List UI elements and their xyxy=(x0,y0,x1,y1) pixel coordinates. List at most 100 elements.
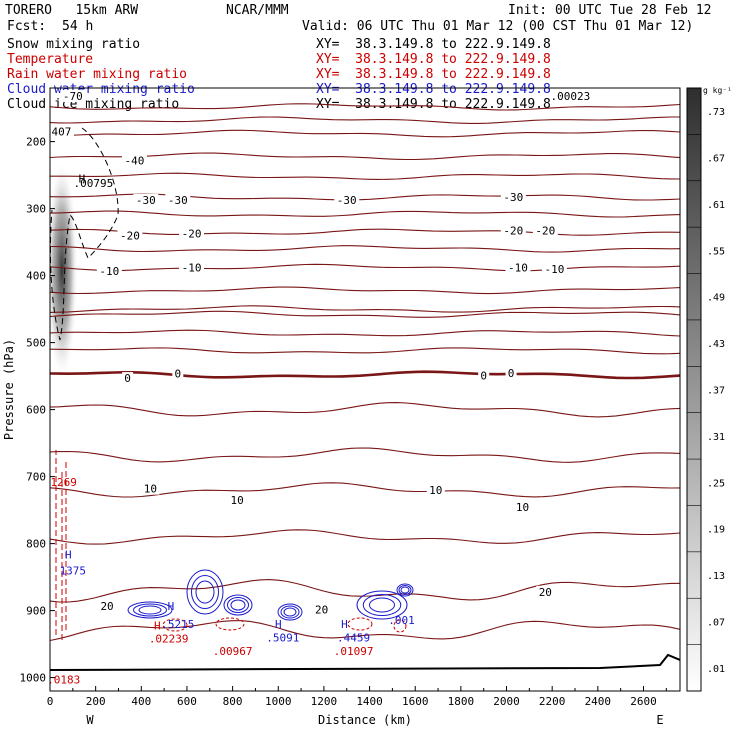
cloud-water-contour xyxy=(186,569,224,615)
label-backdrop xyxy=(426,484,445,496)
contour-label: -30 xyxy=(337,194,357,207)
cloud-water-contour xyxy=(223,594,253,616)
colorbar-label: .13 xyxy=(707,571,725,582)
colorbar-label: .49 xyxy=(707,293,725,304)
label-backdrop xyxy=(117,229,143,242)
cloud-water-contour xyxy=(362,594,402,616)
cloud-water-contour xyxy=(195,580,215,604)
field-xy-range: XY= 38.3.149.8 to 222.9.149.8 xyxy=(316,37,551,52)
x-tick-label: 1400 xyxy=(356,695,383,708)
label-backdrop xyxy=(500,191,526,204)
isotherm-line xyxy=(50,310,680,318)
label-backdrop xyxy=(513,500,532,513)
label-backdrop xyxy=(172,367,184,380)
contour-label: 10 xyxy=(144,483,157,496)
field-name: Temperature xyxy=(7,52,94,67)
label-backdrop xyxy=(98,599,117,612)
valid-time: Valid: 06 UTC Thu 01 Mar 12 (00 CST Thu … xyxy=(302,19,694,34)
field-xy-range: XY= 38.3.149.8 to 222.9.149.8 xyxy=(316,97,551,112)
cloud-water-contour xyxy=(356,590,408,620)
colorbar-label: .73 xyxy=(707,107,725,118)
rain-contour xyxy=(347,617,373,631)
contour-label: -30 xyxy=(503,191,523,204)
cloud-water-contour xyxy=(280,605,300,619)
colorbar-label: .67 xyxy=(707,154,725,165)
isotherm-line xyxy=(50,529,680,545)
contour-label: -20 xyxy=(503,225,523,238)
contour-label: 20 xyxy=(100,600,113,613)
label-backdrop xyxy=(478,369,490,382)
label-backdrop xyxy=(312,603,331,616)
contour-label: .01097 xyxy=(334,645,374,658)
contour-label: -70 xyxy=(63,90,83,103)
colorbar-label: .37 xyxy=(707,386,725,397)
contour-label: .00967 xyxy=(213,645,253,658)
contour-label: H xyxy=(65,548,72,561)
cloud-water-contour xyxy=(277,603,303,621)
contour-label: -20 xyxy=(535,225,555,238)
isotherm-line xyxy=(50,152,680,161)
label-backdrop xyxy=(532,224,558,237)
isotherm-line xyxy=(50,210,680,218)
isotherm-line xyxy=(50,305,680,313)
cloud-water-contour xyxy=(398,585,412,595)
isotherm-line xyxy=(50,263,680,272)
y-tick-label: 200 xyxy=(26,136,46,149)
contour-label: 1269 xyxy=(50,476,77,489)
isotherm-line xyxy=(50,482,680,498)
rain-contour xyxy=(162,618,188,632)
colorbar-unit: g kg⁻¹ xyxy=(703,86,732,95)
colorbar xyxy=(686,87,702,692)
contour-label: -10 xyxy=(182,262,202,275)
contour-label: -20 xyxy=(182,227,202,240)
label-backdrop xyxy=(48,125,74,138)
snow-contour xyxy=(50,127,119,341)
isotherm-line xyxy=(50,286,680,295)
contour-label: 407 xyxy=(51,126,71,139)
cloud-water-contour xyxy=(283,607,297,617)
cloud-water-contour xyxy=(191,575,219,609)
init-time: Init: 00 UTC Tue 28 Feb 12 xyxy=(508,3,712,18)
forecast-value: 54 h xyxy=(62,19,94,34)
x-tick-label: 600 xyxy=(177,695,197,708)
x-tick-label: 0 xyxy=(47,695,54,708)
label-backdrop xyxy=(133,193,159,206)
contour-label: .00795 xyxy=(73,177,113,190)
y-tick-label: 300 xyxy=(26,203,46,216)
forecast-label: Fcst: xyxy=(7,19,47,34)
x-tick-label: 2200 xyxy=(539,695,566,708)
y-axis-label: Pressure (hPa) xyxy=(2,339,16,440)
colorbar-label: .25 xyxy=(707,478,725,489)
terrain-line xyxy=(50,653,680,671)
isotherm-line xyxy=(50,620,680,642)
x-tick-label: 1200 xyxy=(311,695,338,708)
contour-label: 10 xyxy=(231,494,244,507)
cloud-water-contour xyxy=(138,605,162,615)
y-tick-label: 400 xyxy=(26,270,46,283)
label-backdrop xyxy=(122,372,134,385)
contour-label: -20 xyxy=(120,229,140,242)
contour-label: 0 xyxy=(175,367,182,380)
label-backdrop xyxy=(334,193,360,206)
x-tick-label: 2000 xyxy=(493,695,520,708)
contour-label: H xyxy=(168,600,175,613)
field-xy-range: XY= 38.3.149.8 to 222.9.149.8 xyxy=(316,82,551,97)
contour-label: -10 xyxy=(545,263,565,276)
contour-label: 0 xyxy=(124,372,131,385)
contour-label: .001 xyxy=(388,614,415,627)
model-title: TORERO 15km ARW xyxy=(5,3,139,18)
colorbar-label: .19 xyxy=(707,525,725,536)
x-tick-label: 2400 xyxy=(585,695,612,708)
label-backdrop xyxy=(505,261,531,274)
contour-label: .00023 xyxy=(551,90,591,103)
label-backdrop xyxy=(179,261,205,274)
isotherm-line xyxy=(50,402,680,418)
isotherm-line xyxy=(50,103,680,111)
contour-label: 1375 xyxy=(60,564,87,577)
cloud-water-contour xyxy=(227,597,249,613)
contour-label: .4459 xyxy=(337,631,370,644)
colorbar-label: .43 xyxy=(707,339,725,350)
colorbar-label: .61 xyxy=(707,200,725,211)
label-backdrop xyxy=(536,585,555,598)
